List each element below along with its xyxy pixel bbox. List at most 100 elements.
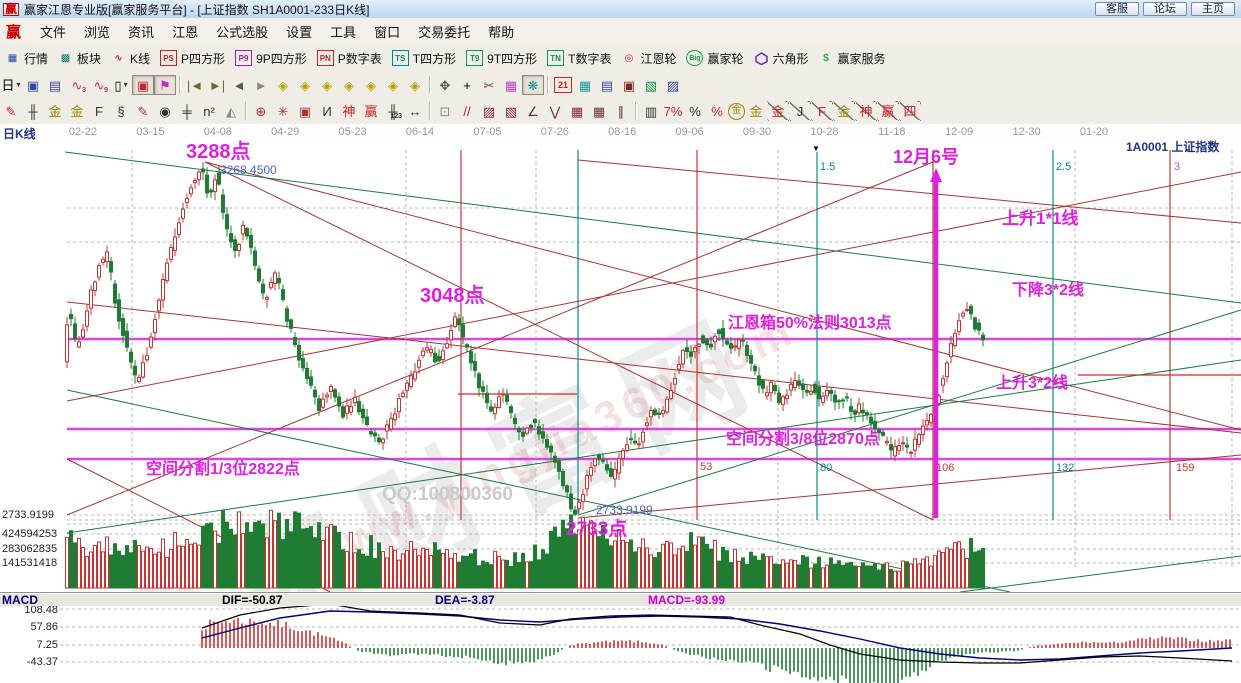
toolbar-winner-wheel-button[interactable]: Big 赢家轮 [681, 47, 748, 70]
save-tool[interactable]: ▣ [618, 75, 640, 95]
grid-tool[interactable]: ▦ [500, 75, 522, 95]
toolbar-kline-button[interactable]: ∿ K线 [106, 47, 155, 70]
scale-down-button[interactable]: ◈ [404, 75, 426, 95]
menu-item-4[interactable]: 公式选股 [216, 24, 269, 40]
spiral-tool[interactable]: § [110, 101, 132, 121]
menu-item-5[interactable]: 设置 [286, 24, 313, 40]
compass-tool[interactable]: ⊕ [250, 101, 272, 121]
toolbar-9p-square-button[interactable]: P9 9P四方形 [230, 47, 312, 70]
menu-item-8[interactable]: 交易委托 [418, 24, 471, 40]
j-diag-tool[interactable]: J [789, 101, 811, 121]
notes-tool[interactable]: ▤ [596, 75, 618, 95]
mirror-tool[interactable]: ◭ [220, 101, 242, 121]
gold-diag-tool[interactable]: 金 [767, 101, 789, 121]
scale-up-button[interactable]: ◈ [382, 75, 404, 95]
toolbar-gann-wheel-button[interactable]: ◎ 江恩轮 [616, 47, 681, 70]
zoom-out-button[interactable]: ◈ [360, 75, 382, 95]
gann-flag-icon[interactable]: ⚑ [154, 75, 176, 95]
candle-style-button[interactable]: ▯ ▾ [110, 75, 132, 95]
nav-next-button[interactable]: ► [250, 75, 272, 95]
pattern-box-icon[interactable]: ▣ [132, 75, 154, 95]
red-pen-tool[interactable]: ✎ [132, 101, 154, 121]
toolbar-t-number-table-button[interactable]: TN T数字表 [542, 47, 616, 70]
grid-box-tool[interactable]: ▦ [566, 101, 588, 121]
transfer-tool[interactable]: ▧ [640, 75, 662, 95]
nav-prev-button[interactable]: ◄ [228, 75, 250, 95]
stats-box-tool[interactable]: ▥ [640, 101, 662, 121]
wave-9-icon[interactable]: ∿ 9 [88, 75, 110, 95]
info-panel-icon[interactable]: ▤ [44, 75, 66, 95]
price-ruler-tool[interactable]: ╫ [22, 101, 44, 121]
main-chart[interactable]: 赢家财富网 www.yingjia360.com 3288点 3268.4500 3… [0, 140, 1241, 592]
cut-tool[interactable]: ✂ [478, 75, 500, 95]
width-tool[interactable]: ↔ [404, 101, 426, 121]
n-square-tool[interactable]: n² [198, 101, 220, 121]
titlebar-button-0[interactable]: 客服 [1095, 2, 1139, 16]
fibonacci-tool[interactable]: F [88, 101, 110, 121]
ying-diag-tool[interactable]: 赢 [877, 101, 899, 121]
toolbar-sectors-button[interactable]: ▩ 板块 [53, 47, 106, 70]
menu-item-7[interactable]: 窗口 [374, 24, 401, 40]
menu-item-1[interactable]: 浏览 [84, 24, 111, 40]
crosshair-tool[interactable]: + [456, 75, 478, 95]
nav-first-button[interactable]: |◄ [184, 75, 206, 95]
gold-diag2-tool[interactable]: 金 [833, 101, 855, 121]
period-day-button[interactable]: 日 ▾ [0, 75, 22, 95]
k-mark-tool[interactable]: И [316, 101, 338, 121]
chart-canvas[interactable] [0, 140, 1241, 592]
menu-item-3[interactable]: 江恩 [172, 24, 199, 40]
four-diag-tool[interactable]: 四 [899, 101, 921, 121]
shen-tool[interactable]: 神 [338, 101, 360, 121]
ying-tool[interactable]: 赢 [360, 101, 382, 121]
toolbar-t-square-button[interactable]: TS T四方形 [387, 47, 461, 70]
pan-left-button[interactable]: ◈ [272, 75, 294, 95]
gold-circle-tool[interactable]: 金 [728, 102, 745, 120]
calendar-tool[interactable]: 21 [554, 77, 572, 93]
gann-box2-tool[interactable]: ▧ [500, 101, 522, 121]
parallel-tool[interactable]: ∥ [610, 101, 632, 121]
chart-layout-icon[interactable]: ▣ [22, 75, 44, 95]
menu-item-2[interactable]: 资讯 [128, 24, 155, 40]
macd-pane[interactable]: 108.48 57.86 7.25 -43.37 [0, 606, 1241, 683]
square-compass-tool[interactable]: ▣ [294, 101, 316, 121]
toolbar-9t-square-button[interactable]: T9 9T四方形 [461, 47, 542, 70]
time-ruler-tool[interactable]: ╪ [176, 101, 198, 121]
pan-right-button[interactable]: ◈ [294, 75, 316, 95]
v-line-tool[interactable]: ⋁ [544, 101, 566, 121]
toolbar-hexagon-button[interactable]: 六角形 [749, 47, 814, 70]
shen-diag-tool[interactable]: 神 [855, 101, 877, 121]
toolbar-p-number-table-button[interactable]: PN P数字表 [312, 47, 387, 70]
gann-fan-tool[interactable]: // [456, 101, 478, 121]
f-diag-tool[interactable]: F [811, 101, 833, 121]
ruler-123-tool[interactable]: ╫ 123 [382, 101, 404, 121]
menu-item-9[interactable]: 帮助 [488, 24, 515, 40]
menu-item-0[interactable]: 文件 [40, 24, 67, 40]
box-corner-tool[interactable]: ⊡ [434, 101, 456, 121]
gold-line-tool[interactable]: 金 [745, 101, 767, 121]
menu-item-6[interactable]: 工具 [330, 24, 357, 40]
gann-circle-tool[interactable]: ◉ [154, 101, 176, 121]
gold-ratio2-tool[interactable]: 金 [66, 101, 88, 121]
titlebar-button-1[interactable]: 论坛 [1143, 2, 1187, 16]
macd-canvas[interactable] [0, 606, 1241, 683]
percent-line-tool[interactable]: % [706, 101, 728, 121]
gann-box-tool[interactable]: ▨ [478, 101, 500, 121]
toolbar-winner-service-button[interactable]: $ 赢家服务 [814, 47, 891, 70]
angle-line-tool[interactable]: ∠ [522, 101, 544, 121]
brain-tool[interactable]: ❋ [522, 75, 544, 95]
toolbar-p-square-button[interactable]: PS P四方形 [155, 47, 230, 70]
zoom-h-button[interactable]: ◈ [316, 75, 338, 95]
nav-last-button[interactable]: ►| [206, 75, 228, 95]
zoom-in-button[interactable]: ◈ [338, 75, 360, 95]
gold-ratio-tool[interactable]: 金 [44, 101, 66, 121]
toolbar-quotes-button[interactable]: ▦ 行情 [0, 47, 53, 70]
percent-tool[interactable]: % [684, 101, 706, 121]
grid-box2-tool[interactable]: ▦ [588, 101, 610, 121]
percent7-tool[interactable]: 7% [662, 101, 684, 121]
draw-pen-tool[interactable]: ✎ [0, 101, 22, 121]
wave-3-icon[interactable]: ∿ 3 [66, 75, 88, 95]
star-compass-tool[interactable]: ✳ [272, 101, 294, 121]
titlebar-button-2[interactable]: 主页 [1191, 2, 1235, 16]
hand-tool[interactable]: ✥ [434, 75, 456, 95]
calculator-tool[interactable]: ▦ [574, 75, 596, 95]
